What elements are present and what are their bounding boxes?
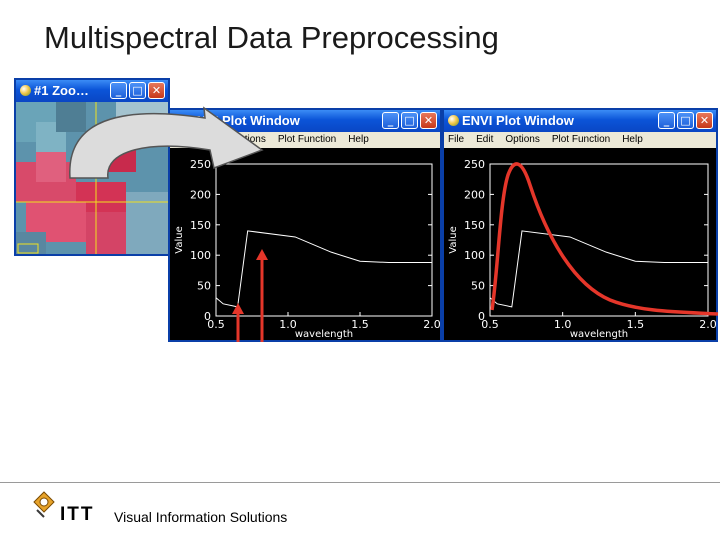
maximize-button[interactable]: □ [677,112,694,129]
plot-window-left-titlebar[interactable]: ENVI Plot Window _ □ ✕ [170,110,440,132]
y-axis-label: Value [174,226,185,253]
spectrum-line [489,230,708,308]
division-name: Visual Information Solutions [114,509,288,525]
y-tick-label: 200 [464,188,485,201]
zoom-window-titlebar[interactable]: #1 Zoo… _ □ ✕ [16,80,168,102]
close-button[interactable]: ✕ [148,82,165,99]
minimize-button[interactable]: _ [382,112,399,129]
footer-divider [0,482,720,483]
x-axis-label: wavelength [295,329,353,340]
y-tick-label: 200 [190,188,211,201]
plot-window-left: ENVI Plot Window _ □ ✕ File Edit Options… [168,108,442,342]
menu-edit[interactable]: Edit [202,134,220,145]
raw-label: raw [286,195,319,217]
plot-window-left-title: ENVI Plot Window [188,113,300,128]
itt-logo-icon [33,491,55,518]
zoom-window: #1 Zoo… _ □ ✕ [14,78,170,256]
radiance-label: radiance [568,215,645,237]
menu-help[interactable]: Help [622,134,643,145]
x-tick-label: 1.0 [279,318,297,331]
plot-window-right-title: ENVI Plot Window [462,113,574,128]
spectrum-line [215,230,432,308]
y-tick-label: 0 [204,310,211,323]
menu-file[interactable]: File [174,134,191,145]
plot-frame [489,163,709,317]
plot-window-left-menubar: File Edit Options Plot Function Help [170,132,440,148]
menu-plot-function[interactable]: Plot Function [277,134,337,145]
x-axis-label: wavelength [570,329,628,340]
close-button[interactable]: ✕ [420,112,437,129]
plot-area-left[interactable]: 0 50 100 150 200 250 0.5 1.0 1.5 2.0 wavelength Val… [170,148,440,340]
x-tick-label: 0.5 [481,318,499,331]
plot-window-right-titlebar[interactable]: ENVI Plot Window _ □ ✕ [444,110,716,132]
zoom-window-title: #1 Zoo… [34,83,89,98]
y-tick-label: 100 [190,249,211,262]
maximize-button[interactable]: □ [129,82,146,99]
x-tick-label: 0.5 [207,318,225,331]
y-tick-label: 250 [190,158,211,171]
slide-title: Multispectral Data Preprocessing [44,20,499,55]
x-tick-label: 1.5 [627,318,645,331]
x-tick-label: 2.0 [423,318,440,331]
zoom-image-pixels [16,102,168,254]
menu-edit[interactable]: Edit [476,134,494,145]
y-tick-label: 150 [190,219,211,232]
y-axis-label: Value [448,226,459,253]
y-tick-label: 50 [197,280,211,293]
plot-window-right-menubar: File Edit Options Plot Function Help [444,132,716,148]
plot-left-svg: 0 50 100 150 200 250 0.5 1.0 1.5 2.0 wavelength Val… [174,158,440,340]
menu-options[interactable]: Options [231,134,266,145]
envi-app-icon [448,115,459,126]
company-name: ITT [60,504,95,525]
x-tick-label: 1.0 [554,318,572,331]
menu-options[interactable]: Options [505,134,540,145]
menu-plot-function[interactable]: Plot Function [551,134,611,145]
maximize-button[interactable]: □ [401,112,418,129]
y-tick-label: 150 [464,219,485,232]
x-tick-label: 1.5 [351,318,369,331]
minimize-button[interactable]: _ [110,82,127,99]
y-tick-label: 250 [464,158,485,171]
plot-frame [215,163,433,317]
x-tick-label: 2.0 [699,318,716,331]
y-tick-label: 50 [471,280,485,293]
envi-app-icon [20,85,31,96]
menu-file[interactable]: File [448,134,465,145]
close-button[interactable]: ✕ [696,112,713,129]
y-tick-label: 100 [464,249,485,262]
envi-app-icon [174,115,185,126]
zoom-image[interactable] [16,102,168,254]
y-tick-label: 0 [478,310,485,323]
menu-help[interactable]: Help [348,134,369,145]
plot-area-right[interactable]: 0 50 100 150 200 250 0.5 1.0 1.5 2.0 wavelength Val… [444,148,716,340]
plot-right-svg: 0 50 100 150 200 250 0.5 1.0 1.5 2.0 wavelength Val… [448,158,716,340]
minimize-button[interactable]: _ [658,112,675,129]
